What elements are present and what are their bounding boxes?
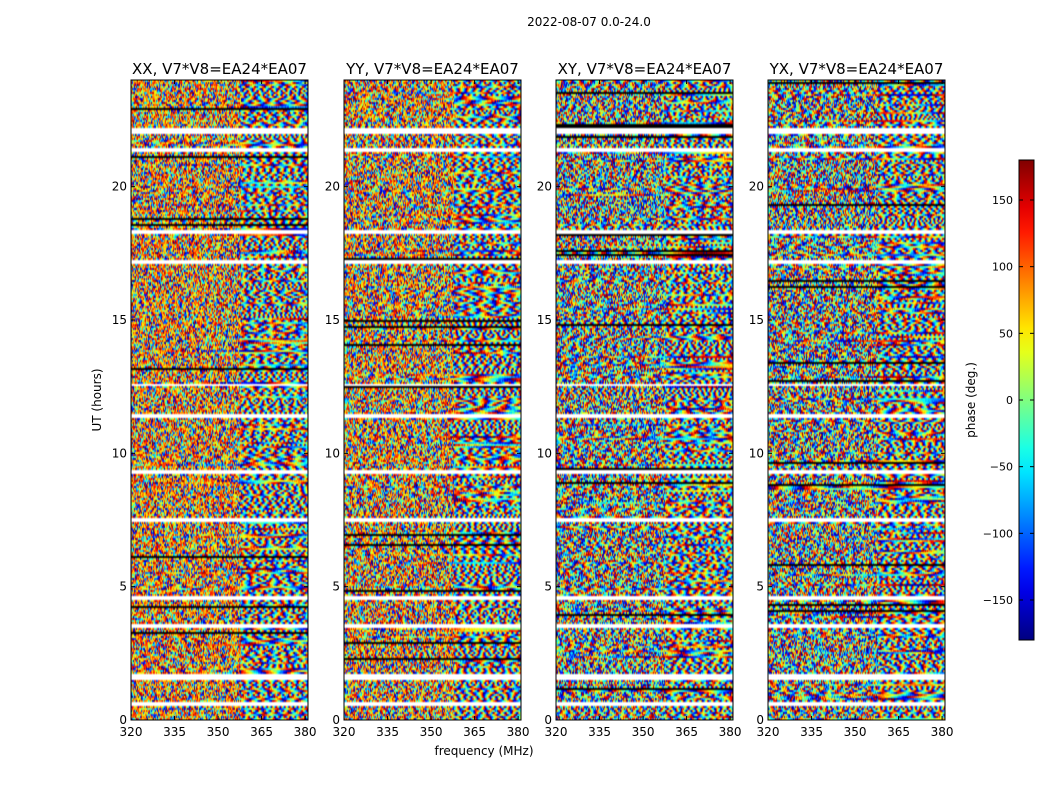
y-tick-label: 5	[332, 580, 340, 594]
panel-title: YY, V7*V8=EA24*EA07	[345, 60, 519, 78]
y-tick-label: 5	[119, 580, 127, 594]
colorbar-tick-label: 0	[1006, 394, 1013, 407]
x-tick-label: 335	[376, 725, 399, 739]
x-tick-label: 380	[931, 725, 954, 739]
y-tick-label: 10	[112, 446, 127, 460]
y-axis-label: UT (hours)	[90, 368, 104, 431]
heatmap-image	[344, 80, 521, 720]
panel-title: XY, V7*V8=EA24*EA07	[558, 60, 732, 78]
panel-xy: XY, V7*V8=EA24*EA07 320 335 350 365 380 0 5 10 15…	[537, 60, 742, 739]
x-tick-label: 320	[333, 725, 356, 739]
x-tick-label: 380	[507, 725, 530, 739]
y-tick-label: 10	[325, 446, 340, 460]
x-tick-label: 335	[588, 725, 611, 739]
x-tick-label: 365	[250, 725, 273, 739]
x-tick-label: 350	[844, 725, 867, 739]
y-tick-label: 20	[325, 180, 340, 194]
colorbar-tick-label: 50	[999, 327, 1013, 340]
x-tick-label: 335	[163, 725, 186, 739]
x-tick-label: 320	[120, 725, 143, 739]
figure-title: 2022-08-07 0.0-24.0	[527, 15, 651, 29]
heatmap-image	[768, 80, 945, 720]
heatmap-image	[556, 80, 733, 720]
axes-frame	[555, 79, 734, 721]
x-tick-label: 380	[719, 725, 742, 739]
panel-yy: YY, V7*V8=EA24*EA07 320 335 350 365 380 0 5 10 15…	[325, 60, 530, 739]
colorbar-tick-label: −150	[983, 594, 1013, 607]
axes-frame	[130, 79, 309, 721]
y-tick-label: 10	[749, 446, 764, 460]
y-tick-label: 0	[544, 713, 552, 727]
panel-yx: YX, V7*V8=EA24*EA07 320 335 350 365 380 0 5 10 15…	[749, 60, 954, 739]
colorbar-tick-label: 100	[992, 261, 1013, 274]
colorbar-tick-label: −100	[983, 527, 1013, 540]
x-axis-label: frequency (MHz)	[434, 744, 533, 758]
colorbar-tick-label: 150	[992, 194, 1013, 207]
panel-title: YX, V7*V8=EA24*EA07	[769, 60, 944, 78]
y-tick-label: 15	[537, 313, 552, 327]
axes-frame	[343, 79, 522, 721]
colorbar-label: phase (deg.)	[964, 362, 978, 438]
colorbar: 150 100 50 0 −50 −100 −150	[983, 159, 1035, 641]
x-tick-label: 335	[800, 725, 823, 739]
x-tick-label: 320	[545, 725, 568, 739]
x-tick-label: 320	[757, 725, 780, 739]
x-tick-label: 365	[463, 725, 486, 739]
panel-xx: XX, V7*V8=EA24*EA07 320 335 350 365 380 0 5 10 15…	[112, 60, 317, 739]
y-tick-label: 20	[537, 180, 552, 194]
colorbar-tick-label: −50	[990, 461, 1013, 474]
x-tick-label: 380	[294, 725, 317, 739]
y-tick-label: 5	[756, 580, 764, 594]
y-tick-label: 10	[537, 446, 552, 460]
y-tick-label: 15	[749, 313, 764, 327]
y-tick-label: 0	[756, 713, 764, 727]
axes-frame	[767, 79, 946, 721]
x-tick-label: 350	[632, 725, 655, 739]
panels: XX, V7*V8=EA24*EA07 320 335 350 365 380 0 5 10 15…	[112, 60, 954, 739]
y-tick-label: 15	[325, 313, 340, 327]
y-tick-label: 20	[749, 180, 764, 194]
y-tick-label: 5	[544, 580, 552, 594]
y-tick-label: 15	[112, 313, 127, 327]
x-tick-label: 350	[207, 725, 230, 739]
x-tick-label: 350	[420, 725, 443, 739]
y-tick-label: 0	[119, 713, 127, 727]
x-tick-label: 365	[887, 725, 910, 739]
panel-title: XX, V7*V8=EA24*EA07	[132, 60, 307, 78]
y-tick-label: 20	[112, 180, 127, 194]
x-tick-label: 365	[675, 725, 698, 739]
heatmap-image	[131, 80, 308, 720]
y-tick-label: 0	[332, 713, 340, 727]
